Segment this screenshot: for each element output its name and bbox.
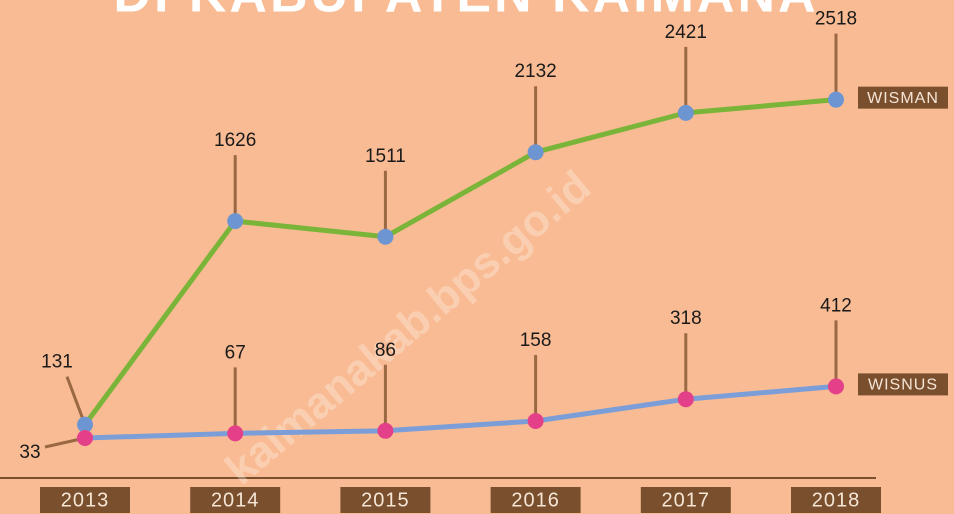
series-line [84,383,837,441]
x-tick-label: 2018 [812,489,861,511]
watermark: kaimanakab.bps.go.id [216,161,600,494]
label-stick [65,376,87,426]
x-tick-label: 2014 [211,489,260,511]
point [527,412,544,429]
data-label: 2132 [514,61,556,82]
data-label: 131 [41,352,73,373]
year-box [340,487,431,513]
data-label: 33 [19,442,40,463]
point [377,422,394,439]
data-label: 1626 [214,130,256,151]
point [77,416,93,433]
year-box [791,487,881,513]
data-label: 1511 [365,146,406,167]
year-box [490,487,581,513]
x-tick-label: 2015 [361,489,410,511]
year-box [190,487,281,513]
year-box [40,487,130,513]
legend-label: WISMAN [867,90,939,107]
x-tick-label: 2017 [662,489,711,511]
legend-box [858,373,948,396]
point [377,228,394,245]
point [77,430,93,447]
point [677,391,694,408]
data-label: 158 [520,330,552,351]
data-label: 2421 [665,22,707,43]
point [227,425,244,442]
data-label: 412 [820,295,852,316]
x-tick-label: 2016 [511,489,560,511]
chart-title: DI KABUPATEN KAIMANA [113,0,818,24]
data-label: 86 [375,340,396,361]
point [227,213,244,230]
data-label: 2518 [815,9,857,30]
point [828,378,844,395]
series-line [82,97,837,427]
year-box [640,487,731,513]
point [527,144,544,161]
point [677,104,694,121]
data-label: 318 [670,308,702,329]
data-label: 67 [225,342,246,363]
x-tick-label: 2013 [61,489,110,511]
legend-label: WISNUS [868,377,938,394]
point [828,91,844,108]
legend-box [858,86,948,109]
